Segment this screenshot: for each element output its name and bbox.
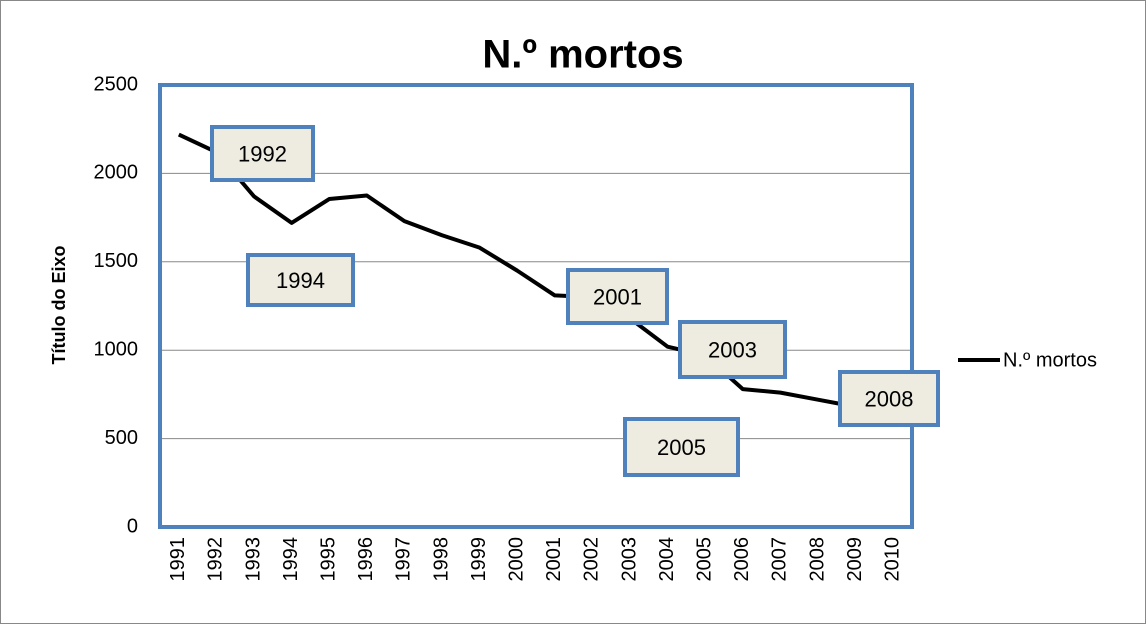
chart-title: N.º mortos bbox=[482, 33, 683, 77]
x-tick-label: 1992 bbox=[205, 537, 227, 582]
x-tick-label: 1997 bbox=[393, 537, 415, 582]
x-tick-label: 2005 bbox=[693, 537, 715, 582]
x-tick-label: 2010 bbox=[881, 537, 903, 582]
x-tick-label: 2008 bbox=[806, 537, 828, 582]
y-tick-label: 1000 bbox=[94, 338, 139, 360]
data-line bbox=[177, 132, 894, 416]
annotation-box bbox=[838, 370, 940, 427]
x-tick-label: 1999 bbox=[468, 537, 490, 582]
x-tick-label: 1996 bbox=[355, 537, 377, 582]
annotation-box bbox=[210, 125, 315, 182]
y-tick-label: 0 bbox=[127, 515, 138, 537]
y-tick-label: 500 bbox=[105, 427, 138, 449]
x-tick-label: 2009 bbox=[844, 537, 866, 582]
annotation-box bbox=[246, 253, 355, 307]
x-tick-label: 1994 bbox=[280, 537, 302, 582]
annotation-label: 1994 bbox=[276, 268, 325, 293]
y-axis-title: Título do Eixo bbox=[49, 246, 69, 365]
x-tick-label: 1995 bbox=[317, 537, 339, 582]
annotation-label: 1992 bbox=[238, 141, 287, 166]
legend-label: N.º mortos bbox=[1003, 349, 1097, 371]
y-tick-label: 2500 bbox=[94, 73, 139, 95]
annotation-label: 2005 bbox=[657, 435, 706, 460]
x-tick-label: 2007 bbox=[769, 537, 791, 582]
y-tick-label: 2000 bbox=[94, 162, 139, 184]
y-tick-label: 1500 bbox=[94, 250, 139, 272]
x-tick-label: 2002 bbox=[581, 537, 603, 582]
annotation-label: 2008 bbox=[865, 386, 914, 411]
x-tick-label: 2004 bbox=[656, 537, 678, 582]
x-tick-label: 2001 bbox=[543, 537, 565, 582]
annotation-label: 2003 bbox=[708, 337, 757, 362]
x-tick-label: 1993 bbox=[242, 537, 264, 582]
x-tick-label: 2000 bbox=[505, 537, 527, 582]
x-tick-label: 2006 bbox=[731, 537, 753, 582]
x-tick-label: 2003 bbox=[618, 537, 640, 582]
x-tick-label: 1998 bbox=[430, 537, 452, 582]
annotation-label: 2001 bbox=[593, 284, 642, 309]
x-tick-label: 1991 bbox=[167, 537, 189, 582]
annotation-box bbox=[623, 417, 740, 477]
annotation-box bbox=[678, 320, 787, 379]
plot-border bbox=[158, 83, 914, 529]
annotation-box bbox=[566, 268, 669, 325]
